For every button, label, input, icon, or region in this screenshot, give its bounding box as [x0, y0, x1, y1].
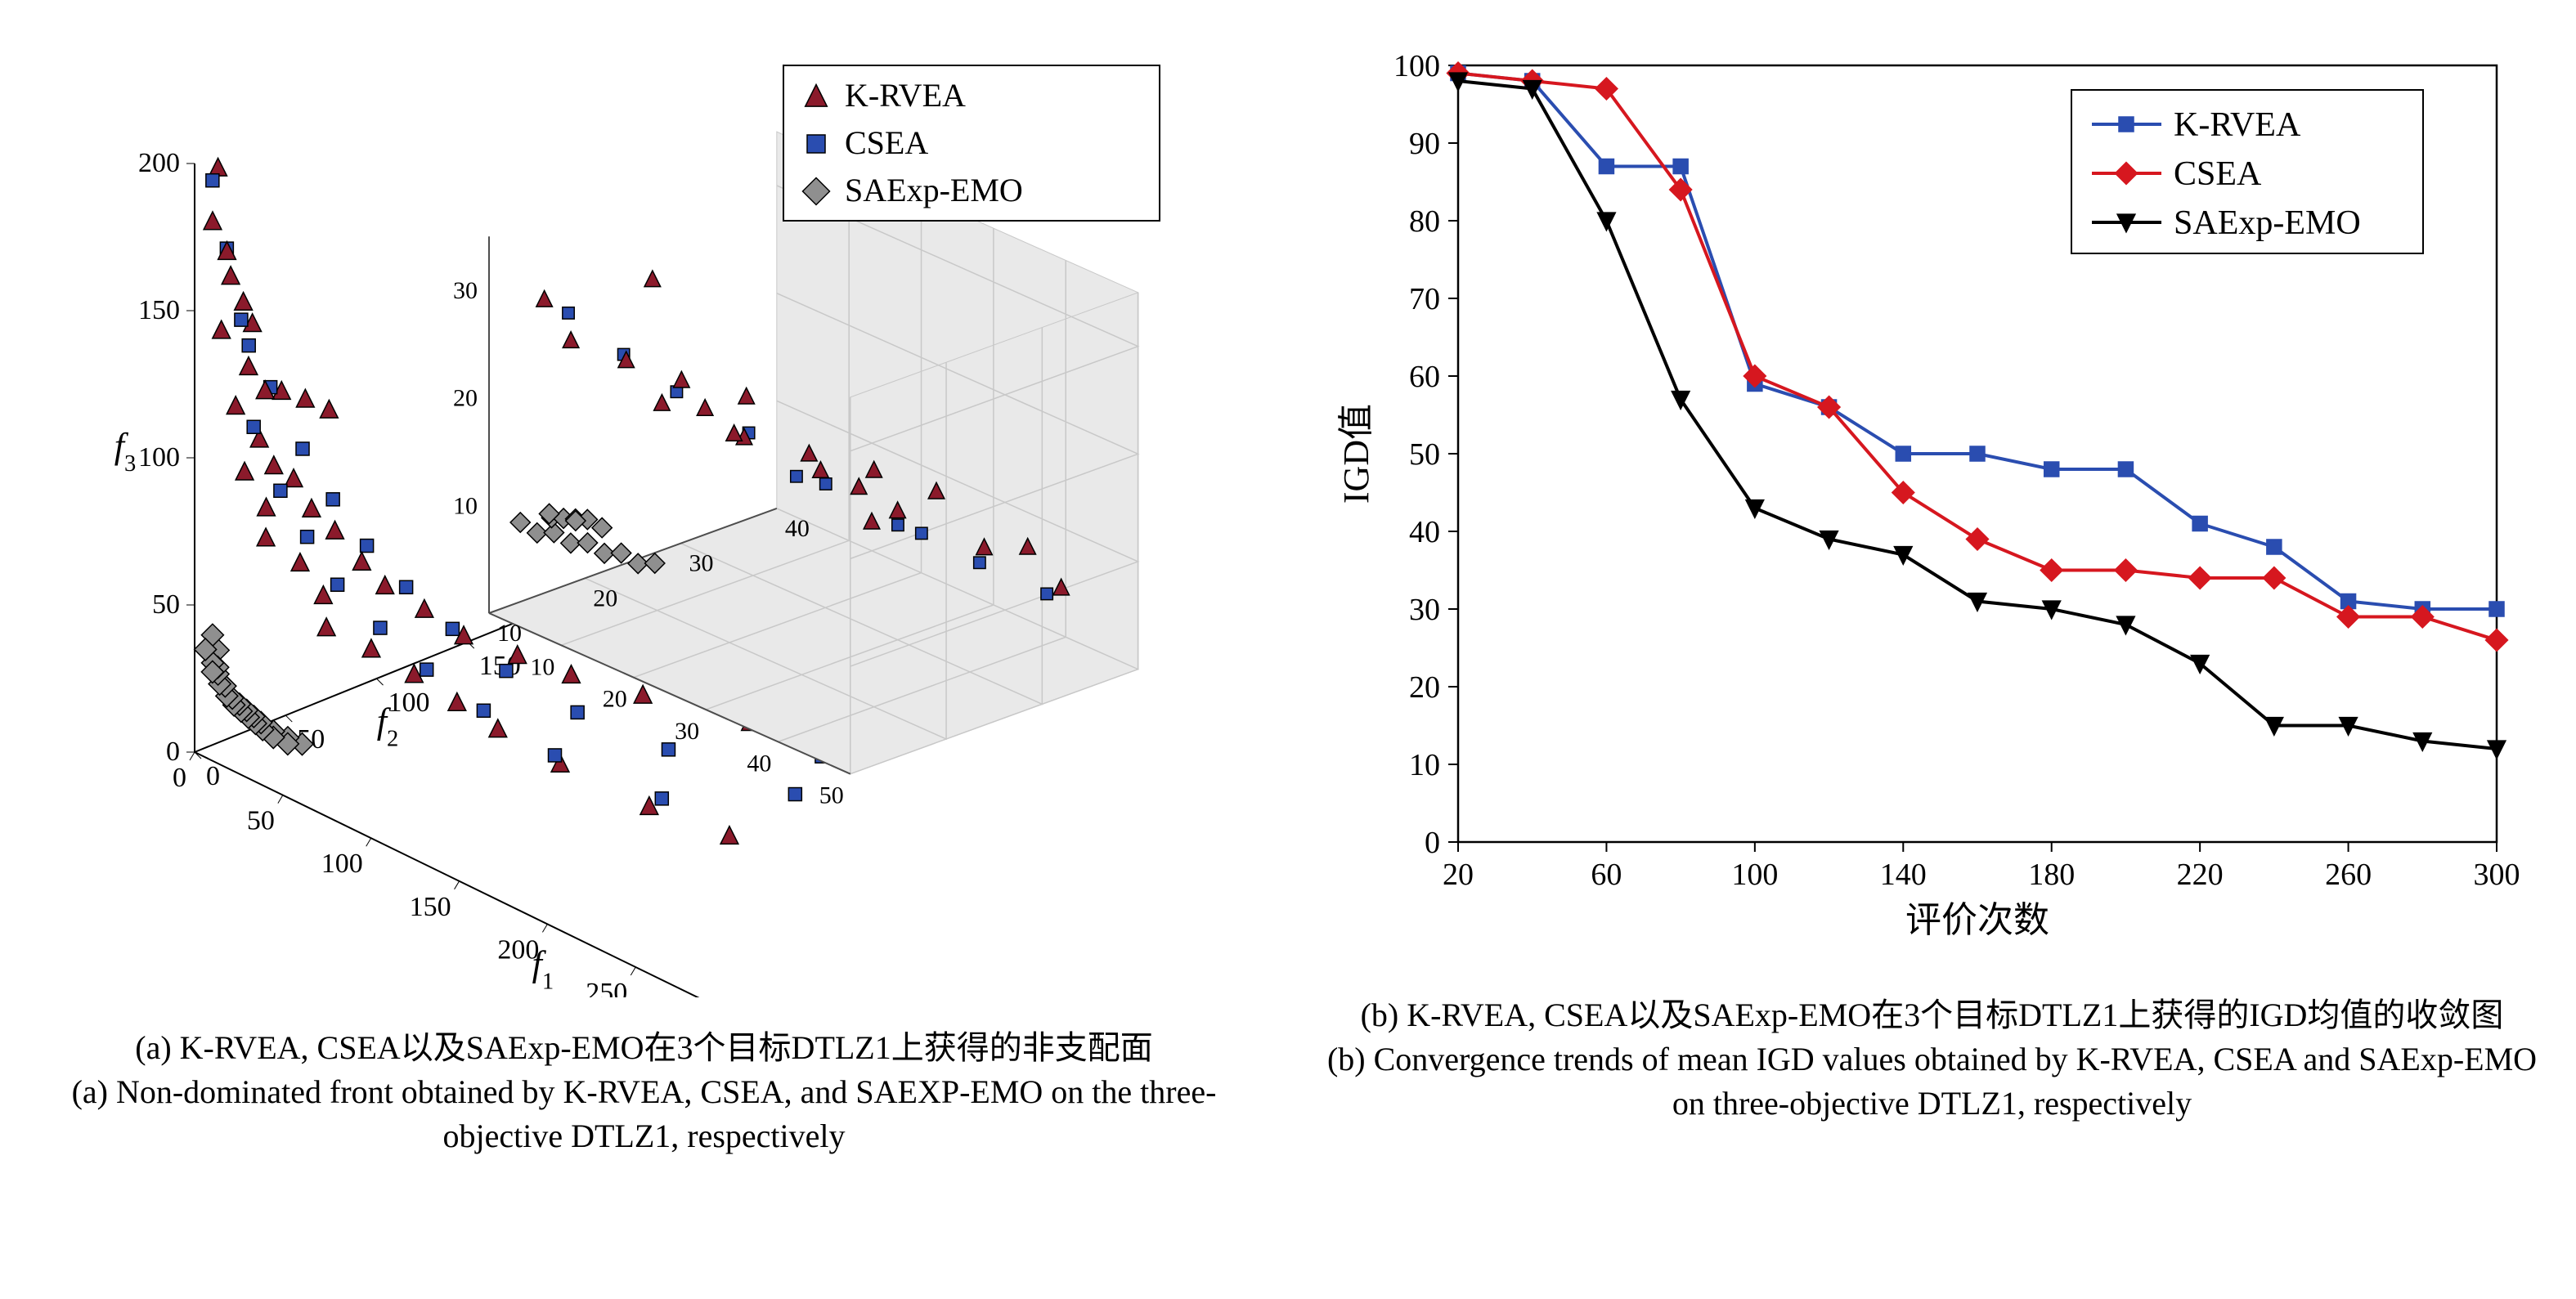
- svg-text:30: 30: [1409, 593, 1440, 627]
- svg-text:220: 220: [2176, 858, 2223, 892]
- svg-text:40: 40: [784, 515, 809, 542]
- svg-text:K-RVEA: K-RVEA: [845, 77, 966, 114]
- svg-text:260: 260: [2325, 858, 2372, 892]
- caption-left: (a) K-RVEA, CSEA以及SAExp-EMO在3个目标DTLZ1上获得…: [25, 1026, 1263, 1158]
- svg-text:250: 250: [586, 978, 627, 997]
- svg-text:IGD值: IGD值: [1336, 404, 1376, 504]
- svg-text:0: 0: [1425, 826, 1440, 860]
- svg-text:评价次数: 评价次数: [1905, 900, 2049, 940]
- svg-text:10: 10: [453, 492, 478, 519]
- svg-text:0: 0: [166, 737, 180, 767]
- svg-text:SAExp-EMO: SAExp-EMO: [845, 172, 1023, 208]
- svg-text:100: 100: [1393, 49, 1440, 83]
- svg-text:30: 30: [689, 550, 713, 577]
- svg-text:60: 60: [1591, 858, 1622, 892]
- svg-text:50: 50: [246, 806, 274, 836]
- figure-container: 0501001502002503000501001502002500501001…: [0, 0, 2576, 1299]
- panel-left: 0501001502002503000501001502002500501001…: [0, 0, 1288, 1299]
- svg-text:10: 10: [530, 653, 554, 680]
- svg-text:40: 40: [747, 750, 771, 777]
- svg-text:SAExp-EMO: SAExp-EMO: [2174, 204, 2361, 242]
- svg-text:CSEA: CSEA: [845, 124, 928, 161]
- svg-text:20: 20: [602, 686, 626, 713]
- svg-text:30: 30: [453, 277, 478, 304]
- svg-text:50: 50: [152, 589, 180, 620]
- scatter3d-plot: 0501001502002503000501001502002500501001…: [31, 16, 1258, 1001]
- svg-text:180: 180: [2028, 858, 2075, 892]
- svg-text:50: 50: [1409, 437, 1440, 472]
- svg-text:0: 0: [173, 763, 186, 793]
- svg-text:60: 60: [1409, 360, 1440, 394]
- svg-text:150: 150: [409, 892, 451, 922]
- svg-text:0: 0: [206, 761, 220, 791]
- caption-left-cn: (a) K-RVEA, CSEA以及SAExp-EMO在3个目标DTLZ1上获得…: [25, 1026, 1263, 1070]
- svg-text:K-RVEA: K-RVEA: [2174, 106, 2301, 144]
- svg-text:30: 30: [675, 718, 699, 745]
- svg-text:10: 10: [497, 620, 522, 647]
- svg-text:40: 40: [1409, 515, 1440, 549]
- caption-right-en: (b) Convergence trends of mean IGD value…: [1313, 1037, 2551, 1126]
- svg-text:CSEA: CSEA: [2174, 155, 2262, 193]
- svg-text:140: 140: [1879, 858, 1926, 892]
- caption-left-en: (a) Non-dominated front obtained by K-RV…: [25, 1070, 1263, 1158]
- svg-text:300: 300: [2473, 858, 2520, 892]
- svg-text:90: 90: [1409, 127, 1440, 161]
- svg-text:80: 80: [1409, 204, 1440, 239]
- svg-text:20: 20: [1409, 670, 1440, 705]
- svg-text:100: 100: [1731, 858, 1778, 892]
- caption-right-cn: (b) K-RVEA, CSEA以及SAExp-EMO在3个目标DTLZ1上获得…: [1313, 993, 2551, 1037]
- svg-text:f3: f3: [114, 426, 136, 477]
- linechart-plot: 20 60 100 140 180 220 260 300 0 10 20 30 40 50 60 70 80 9…: [1319, 16, 2546, 969]
- svg-text:70: 70: [1409, 282, 1440, 316]
- svg-text:50: 50: [819, 782, 843, 809]
- svg-text:200: 200: [138, 148, 180, 178]
- svg-text:20: 20: [593, 585, 617, 611]
- svg-text:10: 10: [1409, 748, 1440, 782]
- svg-text:150: 150: [138, 295, 180, 325]
- panel-right: 20 60 100 140 180 220 260 300 0 10 20 30 40 50 60 70 80 9…: [1288, 0, 2576, 1299]
- svg-text:100: 100: [388, 688, 429, 718]
- svg-text:100: 100: [138, 442, 180, 473]
- svg-text:20: 20: [453, 385, 478, 412]
- svg-text:f1: f1: [532, 944, 554, 995]
- svg-text:20: 20: [1443, 858, 1474, 892]
- caption-right: (b) K-RVEA, CSEA以及SAExp-EMO在3个目标DTLZ1上获得…: [1313, 993, 2551, 1126]
- svg-text:100: 100: [321, 849, 362, 879]
